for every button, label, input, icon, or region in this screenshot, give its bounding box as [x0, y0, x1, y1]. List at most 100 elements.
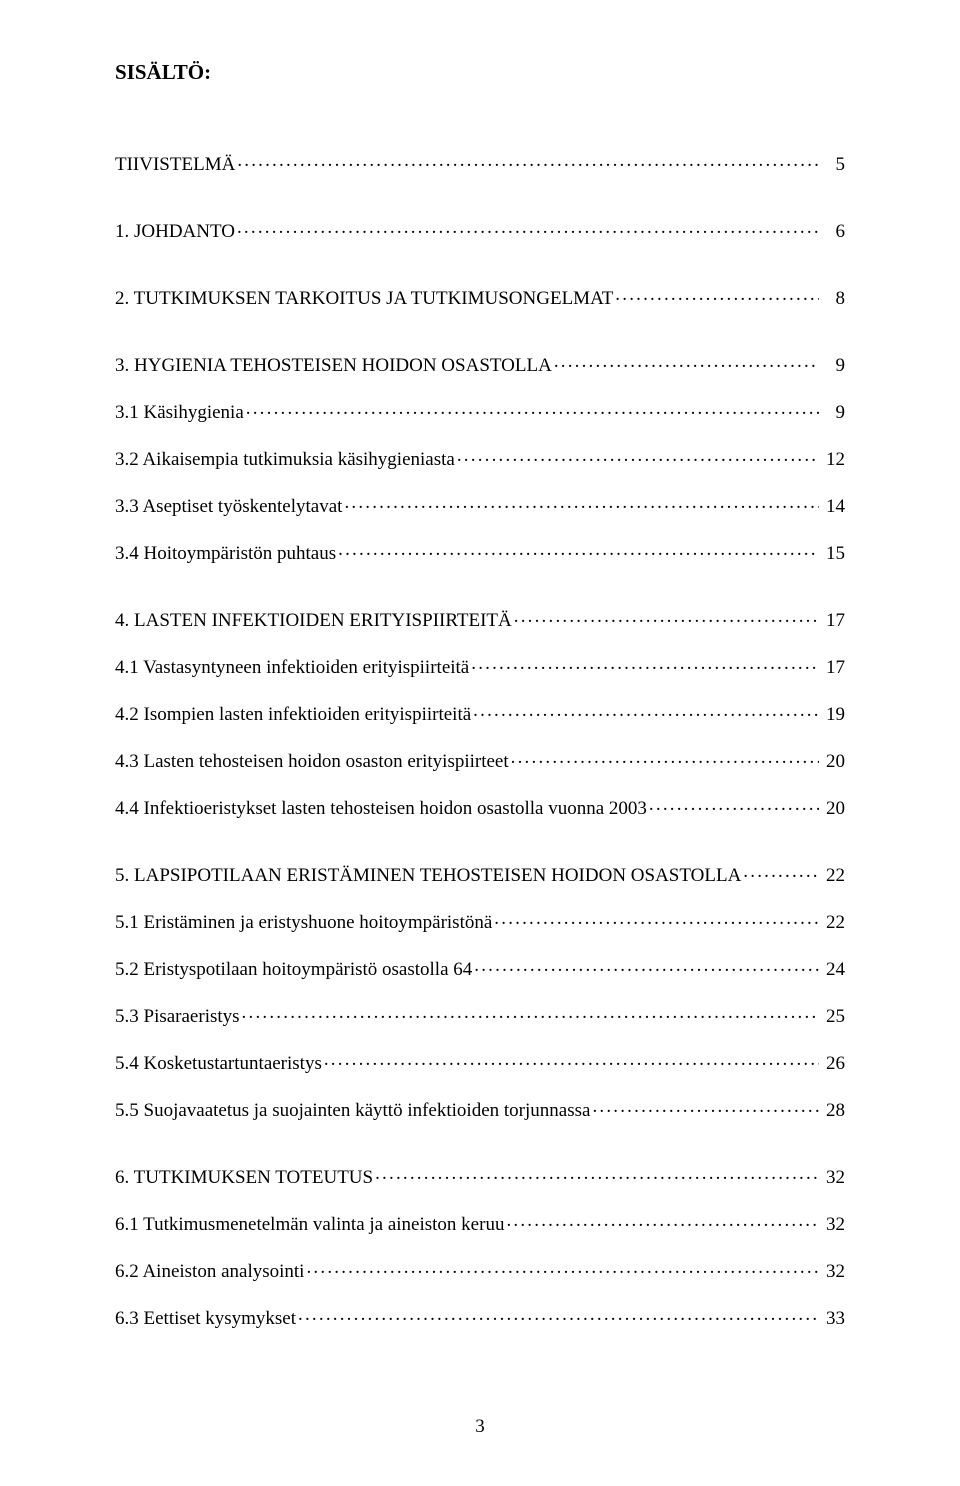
toc-group: 5. LAPSIPOTILAAN ERISTÄMINEN TEHOSTEISEN… [115, 862, 845, 1120]
toc-entry-title: 4.2 Isompien lasten infektioiden erityis… [115, 705, 471, 724]
toc-entry: 5.3 Pisaraeristys 25 [115, 1003, 845, 1026]
toc-entry-title: 3.1 Käsihygienia [115, 403, 244, 422]
toc-entry: 4.2 Isompien lasten infektioiden erityis… [115, 701, 845, 724]
toc-entry-title: 5.2 Eristyspotilaan hoitoympäristö osast… [115, 960, 472, 979]
toc-entry-title: TIIVISTELMÄ [115, 155, 235, 174]
toc-entry-title: 5.5 Suojavaatetus ja suojainten käyttö i… [115, 1101, 590, 1120]
toc-leader-dots [344, 493, 819, 512]
toc-entry-title: 5. LAPSIPOTILAAN ERISTÄMINEN TEHOSTEISEN… [115, 866, 741, 885]
toc-entry-title: 4.4 Infektioeristykset lasten tehosteise… [115, 799, 647, 818]
toc-group: 4. LASTEN INFEKTIOIDEN ERITYISPIIRTEITÄ 1… [115, 607, 845, 818]
toc-entry-title: 2. TUTKIMUKSEN TARKOITUS JA TUTKIMUSONGE… [115, 289, 613, 308]
toc-entry-title: 5.3 Pisaraeristys [115, 1007, 240, 1026]
toc-entry-page: 8 [821, 289, 845, 308]
toc-leader-dots [615, 285, 819, 304]
toc-leader-dots [592, 1097, 819, 1116]
toc-leader-dots [743, 862, 819, 881]
toc-leader-dots [246, 399, 819, 418]
toc-entry-page: 9 [821, 403, 845, 422]
toc-entry-page: 28 [821, 1101, 845, 1120]
toc-entry: 6.1 Tutkimusmenetelmän valinta ja aineis… [115, 1211, 845, 1234]
page-number: 3 [0, 1416, 960, 1438]
toc-entry-title: 6.1 Tutkimusmenetelmän valinta ja aineis… [115, 1215, 504, 1234]
toc-entry: 3.4 Hoitoympäristön puhtaus15 [115, 540, 845, 563]
toc-leader-dots [474, 956, 819, 975]
toc-entry: 5.1 Eristäminen ja eristyshuone hoitoymp… [115, 909, 845, 932]
toc-entry-page: 5 [821, 155, 845, 174]
toc-leader-dots [506, 1211, 819, 1230]
toc-group: 3. HYGIENIA TEHOSTEISEN HOIDON OSASTOLLA… [115, 352, 845, 563]
toc-leader-dots [494, 909, 819, 928]
toc-leader-dots [554, 352, 819, 371]
toc-entry: 4.1 Vastasyntyneen infektioiden erityisp… [115, 654, 845, 677]
toc-entry: 3. HYGIENIA TEHOSTEISEN HOIDON OSASTOLLA… [115, 352, 845, 375]
toc-entry: 3.3 Aseptiset työskentelytavat 14 [115, 493, 845, 516]
toc-entry: 6.2 Aineiston analysointi 32 [115, 1258, 845, 1281]
toc-entry-page: 32 [821, 1215, 845, 1234]
toc-leader-dots [471, 654, 819, 673]
toc-entry-page: 12 [821, 450, 845, 469]
toc-entry-title: 4. LASTEN INFEKTIOIDEN ERITYISPIIRTEITÄ [115, 611, 512, 630]
toc-entry: 3.2 Aikaisempia tutkimuksia käsihygienia… [115, 446, 845, 469]
toc-entry-title: 3. HYGIENIA TEHOSTEISEN HOIDON OSASTOLLA [115, 356, 552, 375]
toc-entry: 4.4 Infektioeristykset lasten tehosteise… [115, 795, 845, 818]
toc-entry-page: 14 [821, 497, 845, 516]
toc-leader-dots [306, 1258, 819, 1277]
toc-group: 6. TUTKIMUKSEN TOTEUTUS 32 6.1 Tutkimusmen… [115, 1164, 845, 1328]
toc-entry-page: 24 [821, 960, 845, 979]
toc-entry-page: 33 [821, 1309, 845, 1328]
toc-entry-page: 20 [821, 799, 845, 818]
toc-entry-page: 22 [821, 913, 845, 932]
toc-entry-page: 9 [821, 356, 845, 375]
toc-leader-dots [298, 1305, 819, 1324]
toc-entry: 4. LASTEN INFEKTIOIDEN ERITYISPIIRTEITÄ 1… [115, 607, 845, 630]
toc-entry: 5. LAPSIPOTILAAN ERISTÄMINEN TEHOSTEISEN… [115, 862, 845, 885]
toc-entry-title: 6. TUTKIMUKSEN TOTEUTUS [115, 1168, 373, 1187]
toc-entry-title: 6.3 Eettiset kysymykset [115, 1309, 296, 1328]
toc-entry: 6.3 Eettiset kysymykset 33 [115, 1305, 845, 1328]
toc-entry-page: 32 [821, 1168, 845, 1187]
toc-entry-title: 3.4 Hoitoympäristön puhtaus [115, 544, 336, 563]
toc-leader-dots [338, 540, 819, 559]
toc-entry: 5.4 Kosketustartuntaeristys 26 [115, 1050, 845, 1073]
toc-entry-page: 26 [821, 1054, 845, 1073]
toc-entry-page: 22 [821, 866, 845, 885]
toc-group: 1. JOHDANTO 6 [115, 218, 845, 241]
toc-entry: 5.2 Eristyspotilaan hoitoympäristö osast… [115, 956, 845, 979]
toc-container: TIIVISTELMÄ 5 1. JOHDANTO 6 2. TUTKIMUKSEN T… [115, 151, 845, 1328]
toc-entry-title: 5.4 Kosketustartuntaeristys [115, 1054, 322, 1073]
toc-entry-page: 6 [821, 222, 845, 241]
toc-leader-dots [514, 607, 819, 626]
toc-leader-dots [237, 218, 819, 237]
toc-entry-title: 1. JOHDANTO [115, 222, 235, 241]
toc-entry: 3.1 Käsihygienia 9 [115, 399, 845, 422]
toc-entry: TIIVISTELMÄ 5 [115, 151, 845, 174]
toc-leader-dots [649, 795, 819, 814]
toc-entry: 5.5 Suojavaatetus ja suojainten käyttö i… [115, 1097, 845, 1120]
toc-group: 2. TUTKIMUKSEN TARKOITUS JA TUTKIMUSONGE… [115, 285, 845, 308]
toc-entry-page: 19 [821, 705, 845, 724]
toc-entry-page: 17 [821, 658, 845, 677]
toc-entry: 6. TUTKIMUKSEN TOTEUTUS 32 [115, 1164, 845, 1187]
toc-leader-dots [242, 1003, 819, 1022]
toc-leader-dots [237, 151, 819, 170]
toc-entry: 1. JOHDANTO 6 [115, 218, 845, 241]
toc-entry-title: 4.3 Lasten tehosteisen hoidon osaston er… [115, 752, 509, 771]
toc-entry-page: 17 [821, 611, 845, 630]
toc-entry-title: 3.3 Aseptiset työskentelytavat [115, 497, 342, 516]
toc-entry-title: 5.1 Eristäminen ja eristyshuone hoitoymp… [115, 913, 492, 932]
toc-entry-title: 3.2 Aikaisempia tutkimuksia käsihygienia… [115, 450, 455, 469]
toc-entry-title: 6.2 Aineiston analysointi [115, 1262, 304, 1281]
toc-leader-dots [324, 1050, 819, 1069]
toc-leader-dots [375, 1164, 819, 1183]
toc-entry: 2. TUTKIMUKSEN TARKOITUS JA TUTKIMUSONGE… [115, 285, 845, 308]
toc-leader-dots [511, 748, 819, 767]
toc-entry-page: 20 [821, 752, 845, 771]
toc-heading: SISÄLTÖ: [115, 60, 845, 85]
toc-entry: 4.3 Lasten tehosteisen hoidon osaston er… [115, 748, 845, 771]
toc-leader-dots [457, 446, 819, 465]
toc-entry-page: 25 [821, 1007, 845, 1026]
toc-entry-title: 4.1 Vastasyntyneen infektioiden erityisp… [115, 658, 469, 677]
toc-entry-page: 32 [821, 1262, 845, 1281]
toc-leader-dots [473, 701, 819, 720]
